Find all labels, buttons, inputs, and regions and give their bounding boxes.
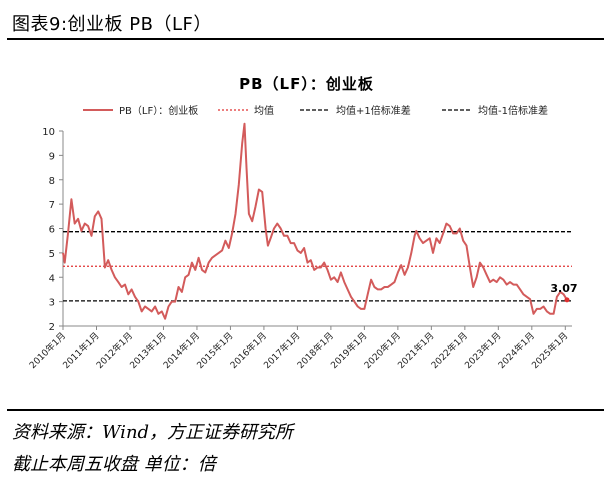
y-tick-label: 9: [49, 151, 55, 162]
bottom-divider: [7, 409, 604, 411]
y-tick-label: 7: [49, 200, 55, 211]
unit-note: 截止本周五收盘 单位：倍: [12, 454, 216, 475]
y-tick-label: 2: [49, 322, 55, 333]
y-tick-label: 5: [49, 249, 55, 260]
x-tick-label: 2025年1月: [529, 330, 570, 371]
source-note: 资料来源：Wind，方正证券研究所: [12, 422, 294, 443]
figure-title: 图表9:创业板 PB（LF）: [12, 14, 212, 35]
pb-series-line: [62, 122, 568, 320]
last-value-label: 3.07: [550, 282, 577, 295]
y-tick-label: 4: [49, 273, 55, 284]
y-tick-label: 8: [49, 176, 55, 187]
legend-label: PB（LF）：创业板: [119, 104, 198, 117]
legend-label: 均值-1倍标准差: [478, 104, 548, 117]
legend-label: 均值: [254, 104, 274, 117]
legend-label: 均值+1倍标准差: [336, 104, 411, 117]
last-value-marker: [564, 297, 570, 303]
y-tick-label: 3: [49, 298, 55, 309]
y-tick-label: 10: [42, 127, 55, 138]
chart-title: PB（LF）：创业板: [239, 75, 374, 93]
y-tick-label: 6: [49, 225, 55, 236]
top-divider: [7, 38, 604, 40]
